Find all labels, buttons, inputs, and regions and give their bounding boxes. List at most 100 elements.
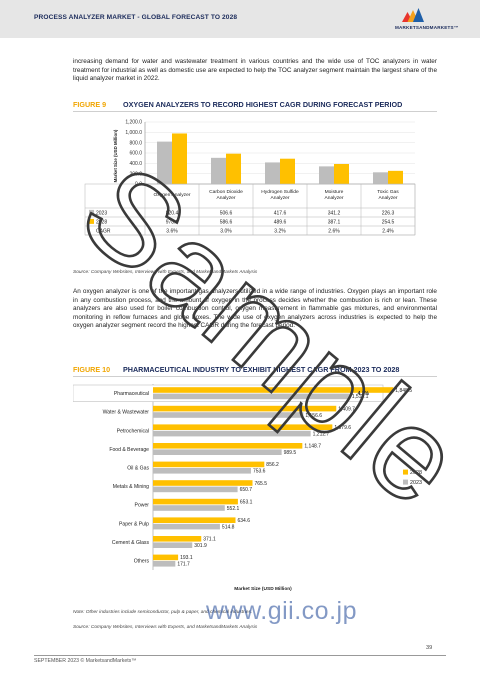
figure9-data-label: 978.1 <box>166 219 179 225</box>
figure10-data-label: 634.6 <box>237 518 250 524</box>
figure10-bar-2028 <box>153 387 394 393</box>
report-title: PROCESS ANALYZER MARKET - GLOBAL FORECAS… <box>34 14 238 21</box>
figure9-bar-2023 <box>319 166 334 184</box>
figure10-bar-2028 <box>153 480 253 486</box>
figure10-bar-2023 <box>153 393 350 400</box>
figure10-data-label: 753.6 <box>253 469 266 475</box>
figure9-category-label: Hydrogen Sulfide <box>261 189 299 195</box>
figure9-category-label: Analyzer <box>324 195 343 201</box>
figure10-bar-2028 <box>153 461 265 468</box>
figure9-category-label: Carbon Dioxide <box>209 189 243 195</box>
figure10-category-label: Paper & Pulp <box>119 521 149 527</box>
figure10-legend-label: 2023 <box>410 480 422 486</box>
figure10-category-label: Power <box>135 503 150 509</box>
figure9-data-label: 226.3 <box>382 210 395 216</box>
figure9-label: FIGURE 9 <box>73 100 107 109</box>
figure9-cagr-value: 2.6% <box>328 228 340 234</box>
figure9-category-label: Analyzer <box>270 195 289 201</box>
figure9-cagr-value: 3.6% <box>166 228 178 234</box>
site-watermark: www.gii.co.jp <box>206 597 357 625</box>
figure9-category-label: Toxic Gas <box>377 189 399 195</box>
figure10-legend-swatch-2028 <box>403 469 408 475</box>
figure10-category-label: Cement & Glass <box>112 540 150 546</box>
figure10-bar-2023 <box>153 523 220 530</box>
figure9-y-tick: 800.0 <box>129 140 142 146</box>
figure10-data-label: 301.9 <box>194 543 207 549</box>
figure9-data-label: 387.1 <box>328 219 341 225</box>
figure10-bar-2023 <box>153 430 311 437</box>
figure9-legend-label: 2028 <box>96 219 107 225</box>
figure10-category-label: Metals & Mining <box>113 484 149 490</box>
figure9-rule <box>73 111 437 112</box>
figure9-bar-2028 <box>172 133 187 184</box>
figure9-y-tick: 600.0 <box>129 151 142 157</box>
figure9-source: Source: Company Websites, Interviews wit… <box>73 270 258 275</box>
figure10-note: Note: Other industries include semicondu… <box>73 610 253 615</box>
figure9-category-label: Oxygen Analyzer <box>154 192 191 198</box>
figure10-data-label: 989.5 <box>284 450 297 456</box>
figure10-category-label: Pharmaceutical <box>114 391 149 397</box>
figure9-heading: FIGURE 9 OXYGEN ANALYZERS TO RECORD HIGH… <box>73 100 402 109</box>
figure9-data-label: 341.2 <box>328 210 341 216</box>
figure10-bar-2028 <box>153 424 333 430</box>
figure10-category-label: Others <box>134 559 150 565</box>
figure10-data-label: 1,409.7 <box>338 406 355 412</box>
figure10-bar-2028 <box>153 536 202 542</box>
figure9-cagr-label: CAGR <box>96 228 111 234</box>
figure10-bar-2023 <box>153 486 238 493</box>
figure10-data-label: 193.1 <box>180 555 193 561</box>
figure10-chart: Pharmaceutical 1,848.5 1,513.14.1% Water & … <box>73 384 422 592</box>
figure10-data-label: 552.1 <box>227 506 240 512</box>
figure10-data-label: 514.8 <box>222 524 235 530</box>
figure10-data-label: 1,848.5 <box>395 388 412 394</box>
figure10-legend-label: 2028 <box>410 470 422 476</box>
figure10-heading: FIGURE 10 PHARMACEUTICAL INDUSTRY TO EXH… <box>73 365 399 374</box>
figure9-data-label: 254.5 <box>382 219 395 225</box>
figure10-bar-2023 <box>153 561 176 567</box>
figure10-category-label: Water & Wastewater <box>103 410 150 416</box>
figure9-y-tick: 200.0 <box>129 171 142 177</box>
figure10-bar-2023 <box>153 505 225 511</box>
figure10-data-label: 1,156.6 <box>305 413 322 419</box>
figure9-bar-2028 <box>280 158 295 184</box>
figure9-bar-2023 <box>211 157 226 184</box>
figure10-bar-2028 <box>153 517 236 523</box>
figure9-bar-2028 <box>226 153 241 184</box>
figure9-title: OXYGEN ANALYZERS TO RECORD HIGHEST CAGR … <box>123 100 403 109</box>
figure9-bar-2028 <box>334 163 349 184</box>
figure10-data-label: 1,148.7 <box>304 444 321 450</box>
figure9-bar-2023 <box>373 172 388 184</box>
figure9-category-label: Analyzer <box>216 195 235 201</box>
figure10-data-label: 856.2 <box>266 462 279 468</box>
figure9-data-label: 417.6 <box>274 210 287 216</box>
figure10-bar-2028 <box>153 443 303 449</box>
figure10-bar-2023 <box>153 412 304 418</box>
figure10-bar-2028 <box>153 498 238 505</box>
figure9-legend-swatch-2023 <box>89 209 94 215</box>
figure10-legend-swatch-2023 <box>403 479 408 485</box>
intro-paragraph: increasing demand for water and wastewat… <box>73 58 437 83</box>
figure9-table-border <box>84 183 416 236</box>
figure10-data-label: 1,379.6 <box>334 425 351 431</box>
figure9-cagr-value: 3.0% <box>220 228 232 234</box>
figure9-bar-2028 <box>388 170 403 184</box>
figure10-label: FIGURE 10 <box>73 365 111 374</box>
figure10-x-axis-label: Market Size (USD Million) <box>234 586 292 592</box>
figure9-cagr-value: 3.2% <box>274 228 286 234</box>
marketsandmarkets-logo-icon <box>402 8 424 22</box>
footer-rule <box>34 655 446 656</box>
figure9-y-tick: 400.0 <box>129 161 142 167</box>
figure10-data-label: 765.5 <box>255 481 268 487</box>
figure9-category-label: Analyzer <box>378 195 397 201</box>
figure9-data-label: 586.6 <box>220 219 233 225</box>
figure10-data-label: 1,212.7 <box>313 431 330 437</box>
page-header: PROCESS ANALYZER MARKET - GLOBAL FORECAS… <box>0 0 480 38</box>
figure9-data-label: 506.6 <box>220 210 233 216</box>
figure9-legend-swatch-2028 <box>89 218 94 224</box>
figure9-y-tick: 1,000.0 <box>125 130 142 136</box>
figure9-chart: Market Size (USD Million) 0.0 200.0 400.0 60… <box>84 120 416 236</box>
figure10-data-label: 171.7 <box>177 562 190 568</box>
figure9-cagr-value: 2.4% <box>382 228 394 234</box>
figure10-data-label: 371.1 <box>203 537 216 543</box>
body-paragraph: An oxygen analyzer is one of the importa… <box>73 288 437 330</box>
